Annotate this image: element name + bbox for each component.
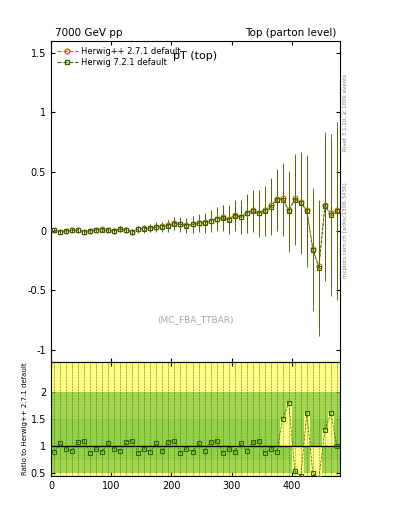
Bar xyxy=(328,414,334,446)
Legend: Herwig++ 2.7.1 default, Herwig 7.2.1 default: Herwig++ 2.7.1 default, Herwig 7.2.1 def… xyxy=(55,45,182,69)
Bar xyxy=(298,446,304,476)
Text: pT (top): pT (top) xyxy=(173,51,218,60)
Text: mcplots.cern.ch [arXiv:1306.3436]: mcplots.cern.ch [arXiv:1306.3436] xyxy=(343,183,348,278)
Bar xyxy=(310,446,316,474)
Text: Rivet 3.1.10, ≥ 100k events: Rivet 3.1.10, ≥ 100k events xyxy=(343,74,348,151)
Bar xyxy=(304,414,310,446)
Bar xyxy=(51,419,340,460)
Bar xyxy=(280,419,286,446)
Bar xyxy=(322,430,328,446)
Bar xyxy=(51,361,340,476)
Text: 7000 GeV pp: 7000 GeV pp xyxy=(55,28,123,38)
Bar xyxy=(286,402,292,446)
Bar xyxy=(316,446,322,478)
Bar xyxy=(292,446,298,471)
Y-axis label: Ratio to Herwig++ 2.7.1 default: Ratio to Herwig++ 2.7.1 default xyxy=(22,362,28,475)
Bar xyxy=(51,392,340,474)
Text: Top (parton level): Top (parton level) xyxy=(244,28,336,38)
Text: (MC_FBA_TTBAR): (MC_FBA_TTBAR) xyxy=(157,315,234,325)
